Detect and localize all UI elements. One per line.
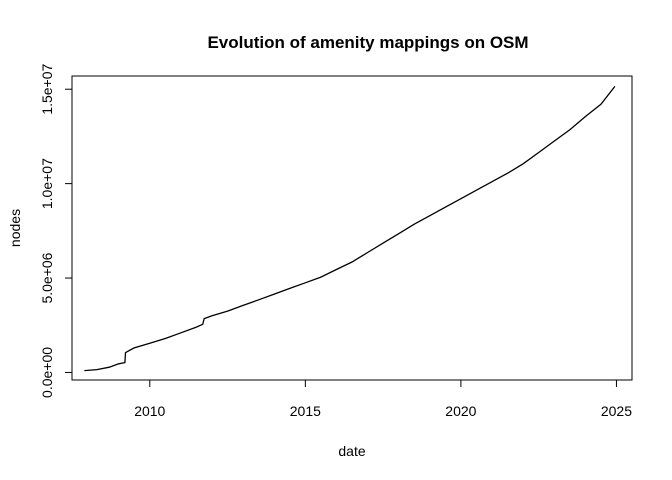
y-axis-label: nodes — [7, 209, 23, 247]
plot-frame — [71, 75, 633, 381]
x-tick-label: 2015 — [290, 403, 321, 419]
x-axis: 2010 2015 2020 2025 — [134, 379, 632, 419]
chart-title: Evolution of amenity mappings on OSM — [207, 33, 528, 52]
x-tick-label: 2025 — [601, 403, 632, 419]
y-tick-label: 1.5e+07 — [39, 64, 55, 115]
y-tick-label: 5.0e+06 — [39, 252, 55, 303]
y-tick-label: 0.0e+00 — [39, 347, 55, 398]
x-tick-label: 2020 — [445, 403, 476, 419]
series-line — [84, 85, 616, 372]
x-tick-label: 2010 — [134, 403, 165, 419]
x-axis-label: date — [338, 443, 365, 459]
y-tick-label: 1.0e+07 — [39, 158, 55, 209]
y-axis: 0.0e+00 5.0e+06 1.0e+07 1.5e+07 — [39, 64, 73, 398]
